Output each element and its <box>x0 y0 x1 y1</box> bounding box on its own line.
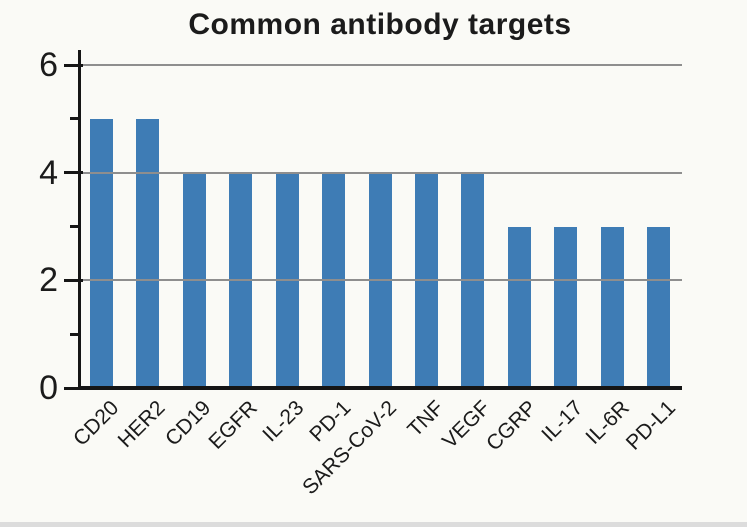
y-tick-label-2: 2 <box>39 261 58 300</box>
x-axis-line <box>78 386 682 390</box>
y-tick-label-0: 0 <box>39 369 58 407</box>
y-tick-label-6: 6 <box>39 46 58 85</box>
y-minor-tick-5 <box>70 117 79 121</box>
x-label-text: IL-23 <box>258 396 309 447</box>
x-label-text: PD-L1 <box>621 396 681 455</box>
bar-CD20 <box>89 118 113 388</box>
y-tick-2 <box>64 278 83 282</box>
gridline-y2 <box>78 279 682 282</box>
y-minor-tick-3 <box>70 225 79 228</box>
bar-IL-17 <box>554 226 578 388</box>
gridline-y4 <box>78 171 682 174</box>
bar-HER2 <box>136 118 160 388</box>
x-label-text: IL-17 <box>537 396 588 447</box>
x-label-text: EGFR <box>204 396 263 454</box>
y-tick-4 <box>64 171 83 175</box>
y-tick-6 <box>64 63 83 67</box>
footer-strip <box>0 522 747 527</box>
gridline-y6 <box>78 64 682 67</box>
bar-CGRP <box>507 226 531 388</box>
y-axis-line <box>78 50 81 388</box>
y-tick-label-4: 4 <box>39 153 58 192</box>
x-label-text: CD19 <box>161 396 216 451</box>
bar-IL-6R <box>600 226 624 388</box>
x-label-text: CD20 <box>68 396 123 451</box>
x-label-text: CGRP <box>481 396 541 456</box>
x-label-text: VEGF <box>437 396 495 453</box>
y-tick-0 <box>64 386 83 390</box>
y-minor-tick-1 <box>70 332 79 336</box>
bar-PD-L1 <box>647 226 671 388</box>
x-label-text: HER2 <box>113 396 170 453</box>
chart-title: Common antibody targets <box>188 8 572 41</box>
